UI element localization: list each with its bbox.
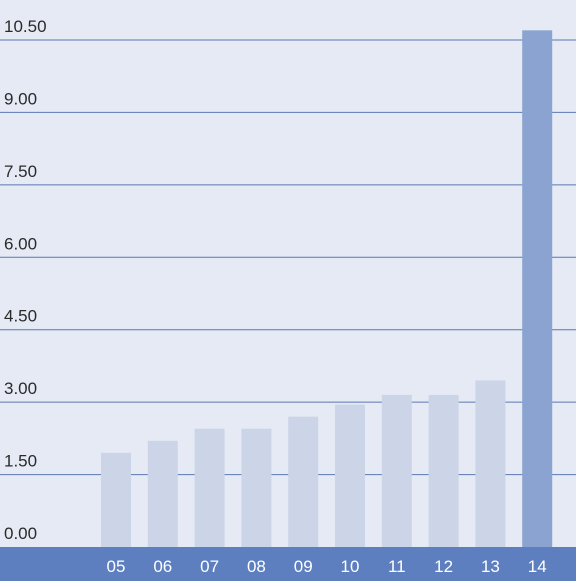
y-tick-label: 10.50 — [4, 17, 47, 36]
x-tick-label: 12 — [434, 557, 453, 576]
x-tick-label: 11 — [388, 557, 406, 576]
bar-05 — [101, 452, 131, 547]
x-tick-label: 05 — [107, 557, 126, 576]
bar-06 — [147, 440, 178, 547]
x-tick-label: 08 — [247, 557, 266, 576]
x-tick-label: 06 — [153, 557, 172, 576]
bar-13 — [475, 380, 506, 547]
y-tick-label: 7.50 — [4, 162, 37, 181]
y-tick-label: 0.00 — [4, 524, 37, 543]
bars — [101, 30, 553, 548]
y-tick-label: 6.00 — [4, 234, 37, 253]
x-tick-label: 13 — [481, 557, 500, 576]
y-tick-label: 3.00 — [4, 379, 37, 398]
bar-14 — [522, 30, 553, 548]
bar-09 — [288, 416, 319, 547]
bar-11 — [381, 394, 412, 547]
y-tick-label: 9.00 — [4, 89, 37, 108]
bar-07 — [194, 428, 225, 547]
x-tick-label: 09 — [294, 557, 313, 576]
bar-10 — [335, 404, 365, 547]
bar-08 — [241, 428, 272, 547]
y-tick-label: 4.50 — [4, 307, 37, 326]
bar-12 — [428, 394, 459, 547]
y-tick-label: 1.50 — [4, 452, 37, 471]
x-tick-labels: 05 06 07 08 09 10 11 12 13 14 — [107, 557, 547, 576]
x-axis-band — [0, 547, 576, 581]
gridlines — [0, 39, 576, 476]
x-tick-label: 14 — [528, 557, 547, 576]
y-tick-labels: 0.00 1.50 3.00 4.50 6.00 7.50 9.00 10.50 — [4, 17, 47, 543]
x-tick-label: 10 — [341, 557, 360, 576]
x-tick-label: 07 — [200, 557, 219, 576]
